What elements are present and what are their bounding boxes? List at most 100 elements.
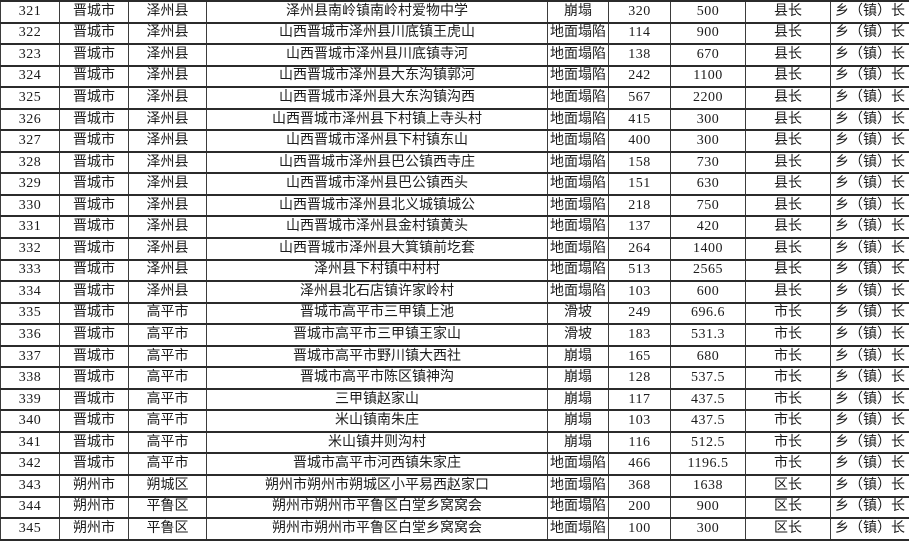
table-row: 343 朔州市 朔城区 朔州市朔州市朔城区小平易西赵家口 地面塌陷 368 16… — [0, 474, 909, 498]
city-cell: 晋城市 — [59, 258, 129, 283]
hazard-type-cell: 崩塌 — [547, 344, 609, 369]
city-cell: 晋城市 — [59, 21, 129, 46]
table-row: 329 晋城市 泽州县 山西晋城市泽州县巴公镇西头 地面塌陷 151 630 县… — [0, 172, 909, 196]
township-leader-cell: 乡（镇）长 — [830, 344, 909, 369]
value-a-cell: 158 — [608, 150, 671, 175]
table-row: 337 晋城市 高平市 晋城市高平市野川镇大西社 崩塌 165 680 市长 乡… — [0, 344, 909, 369]
table-row: 327 晋城市 泽州县 山西晋城市泽州县下村镇东山 地面塌陷 400 300 县… — [0, 129, 909, 153]
responsible-leader-cell: 市长 — [745, 344, 831, 369]
county-cell: 高平市 — [128, 301, 207, 326]
table-row: 345 朔州市 平鲁区 朔州市朔州市平鲁区白堂乡窝窝会 地面塌陷 100 300… — [0, 517, 909, 541]
hazard-type-cell: 地面塌陷 — [547, 495, 609, 520]
value-a-cell: 114 — [608, 21, 671, 46]
value-a-cell: 116 — [608, 430, 671, 455]
city-cell: 晋城市 — [59, 129, 129, 153]
row-number-cell: 333 — [0, 258, 60, 283]
value-b-cell: 730 — [670, 150, 746, 175]
responsible-leader-cell: 县长 — [745, 129, 831, 153]
city-cell: 晋城市 — [59, 237, 129, 261]
location-cell: 晋城市高平市河西镇朱家庄 — [206, 452, 548, 477]
city-cell: 晋城市 — [59, 366, 129, 390]
table-row: 336 晋城市 高平市 晋城市高平市三甲镇王家山 滑坡 183 531.3 市长… — [0, 323, 909, 347]
location-cell: 山西晋城市泽州县下村镇东山 — [206, 129, 548, 153]
row-number-cell: 341 — [0, 430, 60, 455]
responsible-leader-cell: 县长 — [745, 150, 831, 175]
location-cell: 山西晋城市泽州县川底镇寺河 — [206, 43, 548, 67]
row-number-cell: 337 — [0, 344, 60, 369]
location-cell: 晋城市高平市陈区镇神沟 — [206, 366, 548, 390]
row-number-cell: 339 — [0, 387, 60, 412]
city-cell: 晋城市 — [59, 409, 129, 433]
row-number-cell: 324 — [0, 64, 60, 89]
value-b-cell: 1638 — [670, 474, 746, 498]
city-cell: 晋城市 — [59, 323, 129, 347]
value-a-cell: 264 — [608, 237, 671, 261]
value-a-cell: 103 — [608, 280, 671, 304]
value-b-cell: 300 — [670, 129, 746, 153]
county-cell: 泽州县 — [128, 237, 207, 261]
township-leader-cell: 乡（镇）长 — [830, 366, 909, 390]
location-cell: 泽州县南岭镇南岭村爱物中学 — [206, 0, 548, 24]
location-cell: 晋城市高平市野川镇大西社 — [206, 344, 548, 369]
location-cell: 山西晋城市泽州县巴公镇西寺庄 — [206, 150, 548, 175]
location-cell: 朔州市朔州市平鲁区白堂乡窝窝会 — [206, 495, 548, 520]
responsible-leader-cell: 市长 — [745, 366, 831, 390]
hazard-type-cell: 崩塌 — [547, 387, 609, 412]
responsible-leader-cell: 区长 — [745, 495, 831, 520]
row-number-cell: 322 — [0, 21, 60, 46]
county-cell: 泽州县 — [128, 150, 207, 175]
hazard-type-cell: 地面塌陷 — [547, 129, 609, 153]
row-number-cell: 325 — [0, 86, 60, 110]
row-number-cell: 328 — [0, 150, 60, 175]
table-row: 340 晋城市 高平市 米山镇南朱庄 崩塌 103 437.5 市长 乡（镇）长 — [0, 409, 909, 433]
value-a-cell: 466 — [608, 452, 671, 477]
township-leader-cell: 乡（镇）长 — [830, 150, 909, 175]
township-leader-cell: 乡（镇）长 — [830, 215, 909, 239]
hazard-type-cell: 崩塌 — [547, 0, 609, 24]
table-row: 339 晋城市 高平市 三甲镇赵家山 崩塌 117 437.5 市长 乡（镇）长 — [0, 387, 909, 412]
row-number-cell: 345 — [0, 517, 60, 541]
table-row: 344 朔州市 平鲁区 朔州市朔州市平鲁区白堂乡窝窝会 地面塌陷 200 900… — [0, 495, 909, 520]
responsible-leader-cell: 区长 — [745, 517, 831, 541]
table-row: 322 晋城市 泽州县 山西晋城市泽州县川底镇王虎山 地面塌陷 114 900 … — [0, 21, 909, 46]
city-cell: 晋城市 — [59, 64, 129, 89]
hazard-type-cell: 地面塌陷 — [547, 452, 609, 477]
township-leader-cell: 乡（镇）长 — [830, 129, 909, 153]
county-cell: 泽州县 — [128, 64, 207, 89]
table-row: 330 晋城市 泽州县 山西晋城市泽州县北义城镇城公 地面塌陷 218 750 … — [0, 193, 909, 218]
city-cell: 晋城市 — [59, 193, 129, 218]
row-number-cell: 331 — [0, 215, 60, 239]
value-b-cell: 750 — [670, 193, 746, 218]
responsible-leader-cell: 市长 — [745, 387, 831, 412]
township-leader-cell: 乡（镇）长 — [830, 193, 909, 218]
township-leader-cell: 乡（镇）长 — [830, 107, 909, 132]
city-cell: 晋城市 — [59, 172, 129, 196]
value-b-cell: 2200 — [670, 86, 746, 110]
county-cell: 高平市 — [128, 409, 207, 433]
value-a-cell: 100 — [608, 517, 671, 541]
value-a-cell: 183 — [608, 323, 671, 347]
value-a-cell: 415 — [608, 107, 671, 132]
county-cell: 泽州县 — [128, 193, 207, 218]
row-number-cell: 321 — [0, 0, 60, 24]
township-leader-cell: 乡（镇）长 — [830, 64, 909, 89]
location-cell: 米山镇南朱庄 — [206, 409, 548, 433]
county-cell: 高平市 — [128, 366, 207, 390]
city-cell: 晋城市 — [59, 86, 129, 110]
value-b-cell: 1400 — [670, 237, 746, 261]
table-row: 342 晋城市 高平市 晋城市高平市河西镇朱家庄 地面塌陷 466 1196.5… — [0, 452, 909, 477]
township-leader-cell: 乡（镇）长 — [830, 21, 909, 46]
county-cell: 泽州县 — [128, 258, 207, 283]
value-b-cell: 2565 — [670, 258, 746, 283]
value-b-cell: 600 — [670, 280, 746, 304]
row-number-cell: 336 — [0, 323, 60, 347]
value-a-cell: 400 — [608, 129, 671, 153]
responsible-leader-cell: 市长 — [745, 409, 831, 433]
location-cell: 朔州市朔州市平鲁区白堂乡窝窝会 — [206, 517, 548, 541]
value-b-cell: 512.5 — [670, 430, 746, 455]
value-a-cell: 137 — [608, 215, 671, 239]
county-cell: 高平市 — [128, 430, 207, 455]
row-number-cell: 326 — [0, 107, 60, 132]
location-cell: 山西晋城市泽州县大东沟镇沟西 — [206, 86, 548, 110]
